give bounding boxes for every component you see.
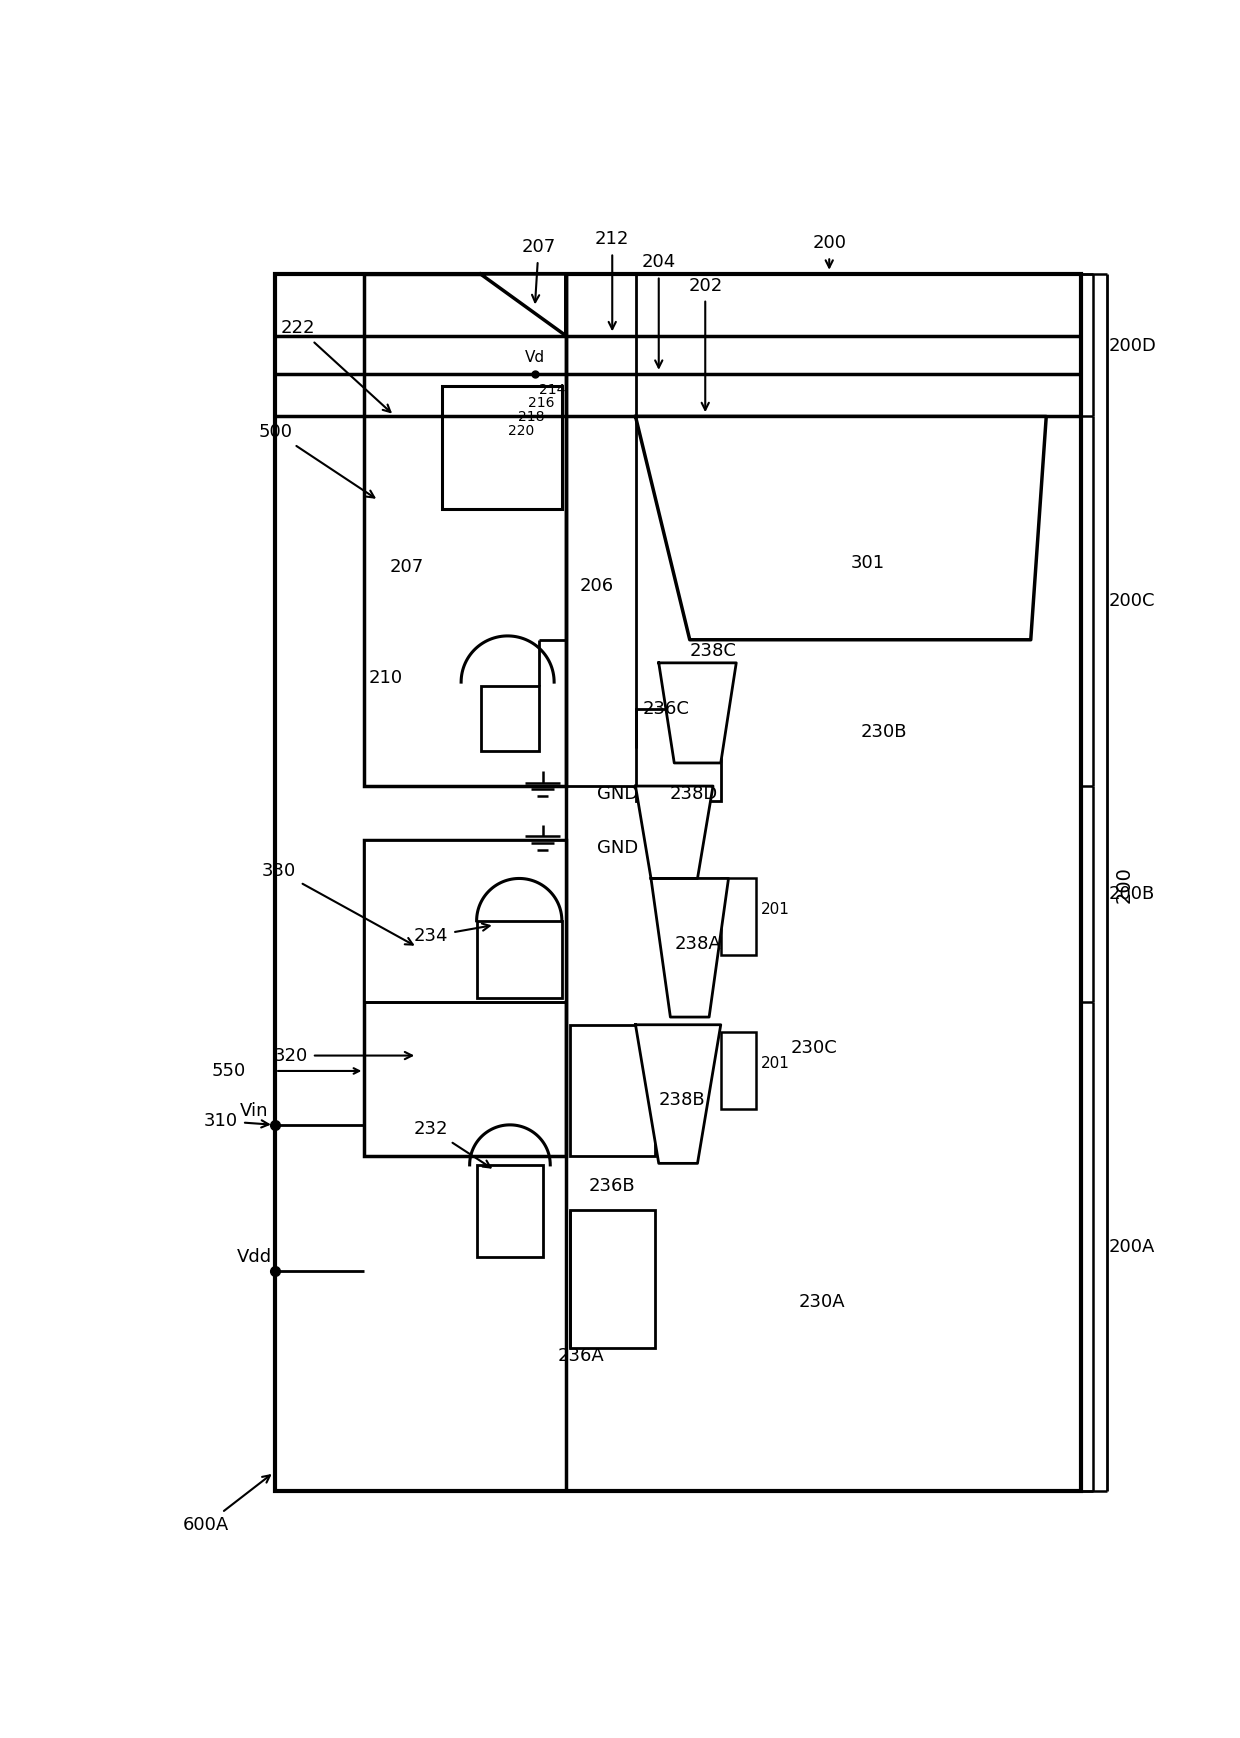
- Text: 320: 320: [274, 1046, 412, 1065]
- Bar: [441, 417, 562, 447]
- Bar: [365, 839, 565, 1001]
- Text: Vd: Vd: [525, 349, 544, 365]
- Polygon shape: [651, 878, 729, 1017]
- Text: 200A: 200A: [1109, 1237, 1154, 1255]
- Text: 204: 204: [641, 254, 676, 368]
- Text: 207: 207: [522, 238, 556, 302]
- Text: 230B: 230B: [861, 723, 906, 740]
- Text: 220: 220: [507, 424, 534, 438]
- Bar: [569, 1210, 655, 1349]
- Text: 200B: 200B: [1109, 885, 1154, 902]
- Text: 200: 200: [812, 235, 846, 268]
- Bar: [476, 1164, 543, 1257]
- Text: 202: 202: [688, 276, 723, 410]
- Polygon shape: [658, 662, 737, 763]
- Text: 210: 210: [368, 669, 403, 687]
- Polygon shape: [635, 1025, 720, 1163]
- Text: 200D: 200D: [1109, 337, 1156, 355]
- Text: 200C: 200C: [1109, 593, 1154, 610]
- Text: 500: 500: [258, 422, 374, 497]
- Bar: [365, 275, 565, 786]
- Bar: [441, 447, 562, 478]
- Text: 200: 200: [1115, 866, 1133, 904]
- Text: 301: 301: [851, 554, 885, 572]
- Text: GND: GND: [596, 839, 639, 857]
- Polygon shape: [635, 786, 713, 878]
- Polygon shape: [635, 417, 1047, 640]
- Text: 222: 222: [281, 318, 391, 412]
- Text: 236A: 236A: [558, 1347, 605, 1364]
- Text: 230C: 230C: [790, 1039, 837, 1057]
- Bar: [441, 386, 562, 509]
- Text: 214: 214: [538, 382, 565, 396]
- Text: GND: GND: [596, 786, 639, 803]
- Polygon shape: [481, 275, 565, 335]
- Text: 238A: 238A: [675, 935, 720, 952]
- Text: 238D: 238D: [670, 786, 718, 803]
- Text: 238B: 238B: [658, 1091, 706, 1109]
- Bar: [365, 839, 565, 1156]
- Text: 216: 216: [528, 396, 556, 410]
- Text: 238C: 238C: [689, 643, 737, 660]
- Text: 218: 218: [518, 410, 544, 424]
- Text: 234: 234: [414, 923, 490, 945]
- Bar: [635, 709, 720, 801]
- Bar: [476, 921, 562, 998]
- Bar: [441, 386, 562, 417]
- Text: Vdd: Vdd: [237, 1248, 272, 1267]
- Bar: [569, 1025, 655, 1156]
- Text: 206: 206: [579, 577, 614, 594]
- Bar: [720, 878, 755, 956]
- Text: 550: 550: [212, 1062, 246, 1079]
- Text: 207: 207: [389, 558, 424, 575]
- Text: 310: 310: [203, 1112, 269, 1130]
- Bar: [481, 687, 538, 751]
- Bar: [441, 478, 562, 509]
- Text: 236C: 236C: [644, 700, 689, 718]
- Text: 330: 330: [262, 862, 413, 945]
- Text: 230A: 230A: [799, 1293, 844, 1310]
- Text: Vin: Vin: [241, 1102, 268, 1119]
- Text: 232: 232: [414, 1119, 491, 1168]
- Text: 212: 212: [595, 231, 630, 328]
- Text: 201: 201: [760, 1055, 790, 1071]
- Text: 600A: 600A: [182, 1476, 270, 1535]
- Bar: [275, 275, 1081, 1491]
- Text: 201: 201: [760, 902, 790, 916]
- Bar: [720, 1032, 755, 1109]
- Text: 236B: 236B: [589, 1177, 636, 1196]
